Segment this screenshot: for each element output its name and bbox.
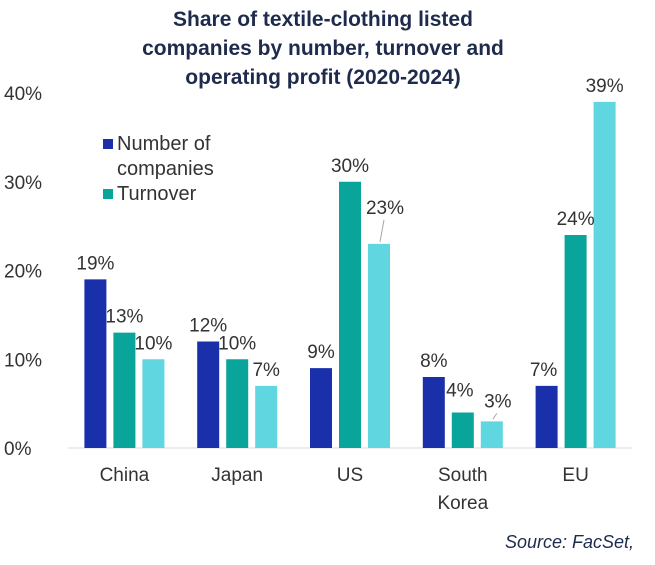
bar [84, 279, 107, 448]
label-leader-line [492, 413, 498, 420]
bar [113, 332, 136, 448]
y-tick-label: 20% [4, 262, 42, 283]
legend-swatch [103, 189, 113, 199]
data-label: 7% [530, 360, 558, 381]
x-tick-label: Japan [211, 465, 263, 486]
bar [564, 235, 587, 448]
data-label: 4% [446, 381, 474, 402]
data-label: 10% [218, 333, 256, 354]
chart-title-line: operating profit (2020-2024) [185, 66, 460, 89]
data-label: 19% [76, 253, 114, 274]
data-label: 39% [586, 76, 624, 97]
bar [339, 181, 361, 448]
legend-label: Number of [117, 133, 211, 155]
bar [226, 359, 249, 448]
bar [255, 385, 278, 448]
chart-title-line: Share of textile-clothing listed [173, 8, 473, 31]
bar [422, 377, 445, 448]
bar [142, 359, 165, 448]
bar [480, 421, 503, 448]
data-label: 8% [420, 351, 448, 372]
legend-label: Turnover [117, 183, 197, 205]
data-label: 23% [366, 198, 404, 219]
label-leader-line [379, 219, 385, 242]
x-tick-label: South [438, 465, 488, 486]
data-label: 24% [557, 209, 595, 230]
bar [593, 101, 616, 448]
bar [368, 243, 390, 448]
bar [451, 412, 474, 448]
y-tick-label: 30% [4, 173, 42, 194]
bar [535, 385, 558, 448]
legend-label: companies [117, 158, 214, 180]
legend-swatch [103, 139, 113, 149]
data-label: 3% [484, 391, 512, 412]
source-note: Source: FacSet, [505, 532, 634, 552]
data-label: 7% [252, 360, 280, 381]
y-tick-label: 10% [4, 350, 42, 371]
bar [310, 368, 332, 448]
data-label: 12% [189, 316, 227, 337]
y-tick-label: 40% [4, 84, 42, 105]
data-label: 30% [331, 156, 369, 177]
x-tick-label: China [100, 465, 150, 486]
y-tick-label: 0% [4, 439, 32, 460]
data-label: 10% [134, 333, 172, 354]
x-tick-label: EU [562, 465, 588, 486]
x-tick-label: US [337, 465, 363, 486]
data-label: 13% [105, 307, 143, 328]
bar [197, 341, 220, 448]
x-tick-label: Korea [437, 493, 488, 514]
data-label: 9% [307, 342, 335, 363]
chart-title-line: companies by number, turnover and [142, 37, 504, 60]
